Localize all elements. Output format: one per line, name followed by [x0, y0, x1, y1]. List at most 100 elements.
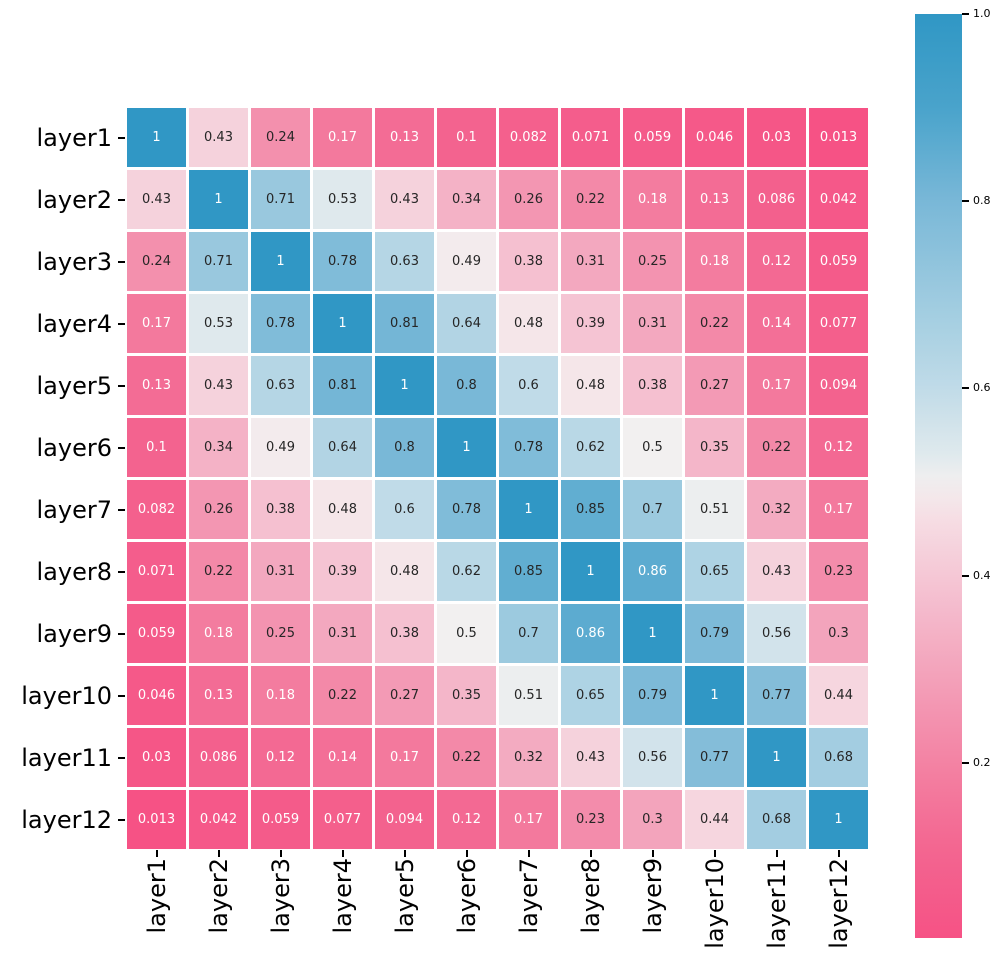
heatmap-cell: 0.86 — [561, 604, 620, 663]
heatmap-cell: 0.18 — [189, 604, 248, 663]
heatmap-cell: 0.13 — [127, 356, 186, 415]
x-tick-mark — [217, 850, 220, 857]
heatmap-cell: 0.51 — [499, 666, 558, 725]
heatmap-cell: 0.12 — [437, 790, 496, 849]
heatmap-cell: 0.78 — [251, 294, 310, 353]
heatmap-cell: 0.64 — [437, 294, 496, 353]
heatmap-grid: 1 0.43 0.24 0.17 0.13 0.1 0.082 0.071 0.059 0.046… — [127, 108, 868, 849]
y-tick-mark — [118, 756, 125, 759]
heatmap-cell: 0.44 — [685, 790, 744, 849]
heatmap-cell: 0.35 — [685, 418, 744, 477]
heatmap-cell: 0.68 — [747, 790, 806, 849]
heatmap-cell: 0.81 — [375, 294, 434, 353]
heatmap-cell: 0.68 — [809, 728, 868, 787]
x-tick-label: layer3 — [266, 858, 295, 934]
heatmap-cell: 1 — [251, 232, 310, 291]
heatmap-cell: 0.23 — [809, 542, 868, 601]
heatmap-cell: 0.27 — [375, 666, 434, 725]
heatmap-cell: 0.13 — [375, 108, 434, 167]
heatmap-cell: 0.85 — [499, 542, 558, 601]
heatmap-cell: 0.39 — [313, 542, 372, 601]
y-tick-mark — [118, 322, 125, 325]
heatmap-cell: 0.34 — [189, 418, 248, 477]
heatmap-cell: 0.24 — [127, 232, 186, 291]
x-tick-label: layer8 — [576, 858, 605, 934]
colorbar-tick-mark — [962, 761, 969, 764]
heatmap-cell: 0.5 — [437, 604, 496, 663]
heatmap-cell: 0.071 — [127, 542, 186, 601]
heatmap-cell: 0.77 — [747, 666, 806, 725]
heatmap-cell: 0.81 — [313, 356, 372, 415]
heatmap-cell: 0.6 — [375, 480, 434, 539]
heatmap-cell: 0.51 — [685, 480, 744, 539]
heatmap-cell: 1 — [375, 356, 434, 415]
heatmap-cell: 0.059 — [623, 108, 682, 167]
heatmap-cell: 0.31 — [251, 542, 310, 601]
heatmap-cell: 0.62 — [561, 418, 620, 477]
heatmap-cell: 0.17 — [313, 108, 372, 167]
heatmap-cell: 0.48 — [375, 542, 434, 601]
heatmap-cell: 0.5 — [623, 418, 682, 477]
heatmap-cell: 0.79 — [685, 604, 744, 663]
heatmap-cell: 0.071 — [561, 108, 620, 167]
x-tick-mark — [837, 850, 840, 857]
heatmap-cell: 0.77 — [685, 728, 744, 787]
heatmap-cell: 0.1 — [127, 418, 186, 477]
heatmap-cell: 0.082 — [127, 480, 186, 539]
heatmap-cell: 0.03 — [747, 108, 806, 167]
heatmap-cell: 0.7 — [623, 480, 682, 539]
y-tick-label: layer3 — [36, 247, 112, 276]
heatmap-cell: 0.13 — [189, 666, 248, 725]
y-tick-mark — [118, 570, 125, 573]
heatmap-cell: 0.059 — [251, 790, 310, 849]
y-tick-label: layer9 — [36, 619, 112, 648]
y-tick-mark — [118, 694, 125, 697]
colorbar-tick-mark — [962, 13, 969, 15]
heatmap-cell: 0.44 — [809, 666, 868, 725]
heatmap-cell: 0.63 — [375, 232, 434, 291]
y-tick-label: layer2 — [36, 185, 112, 214]
x-tick-label: layer12 — [824, 858, 853, 949]
heatmap-cell: 0.25 — [251, 604, 310, 663]
heatmap-cell: 0.077 — [313, 790, 372, 849]
x-tick-mark — [713, 850, 716, 857]
x-tick-label: layer7 — [514, 858, 543, 934]
heatmap-cell: 0.086 — [747, 170, 806, 229]
x-tick-label: layer9 — [638, 858, 667, 934]
heatmap-cell: 0.1 — [437, 108, 496, 167]
heatmap-cell: 0.14 — [313, 728, 372, 787]
heatmap-cell: 0.094 — [375, 790, 434, 849]
heatmap-cell: 0.22 — [561, 170, 620, 229]
heatmap-cell: 1 — [437, 418, 496, 477]
heatmap-cell: 0.013 — [127, 790, 186, 849]
heatmap-cell: 1 — [809, 790, 868, 849]
heatmap-cell: 0.7 — [499, 604, 558, 663]
heatmap-cell: 0.046 — [127, 666, 186, 725]
heatmap-cell: 0.78 — [499, 418, 558, 477]
heatmap-cell: 0.8 — [375, 418, 434, 477]
x-tick-mark — [589, 850, 592, 857]
heatmap-cell: 0.12 — [747, 232, 806, 291]
heatmap-cell: 0.03 — [127, 728, 186, 787]
colorbar-tick-label: 0.6 — [973, 381, 991, 395]
heatmap-cell: 0.32 — [747, 480, 806, 539]
y-tick-label: layer6 — [36, 433, 112, 462]
y-tick-mark — [118, 818, 125, 821]
x-tick-mark — [155, 850, 158, 857]
y-tick-mark — [118, 508, 125, 511]
heatmap-cell: 0.17 — [375, 728, 434, 787]
heatmap-cell: 0.56 — [747, 604, 806, 663]
heatmap-cell: 0.31 — [561, 232, 620, 291]
y-tick-label: layer1 — [36, 123, 112, 152]
x-tick-mark — [403, 850, 406, 857]
heatmap-cell: 0.14 — [747, 294, 806, 353]
heatmap-cell: 0.62 — [437, 542, 496, 601]
heatmap-cell: 0.12 — [251, 728, 310, 787]
heatmap-cell: 0.13 — [685, 170, 744, 229]
heatmap-cell: 0.042 — [809, 170, 868, 229]
colorbar-tick-label: 0.8 — [973, 194, 991, 208]
colorbar-tick-label: 0.2 — [973, 755, 991, 769]
y-tick-mark — [118, 632, 125, 635]
heatmap-cell: 1 — [747, 728, 806, 787]
heatmap-cell: 0.24 — [251, 108, 310, 167]
